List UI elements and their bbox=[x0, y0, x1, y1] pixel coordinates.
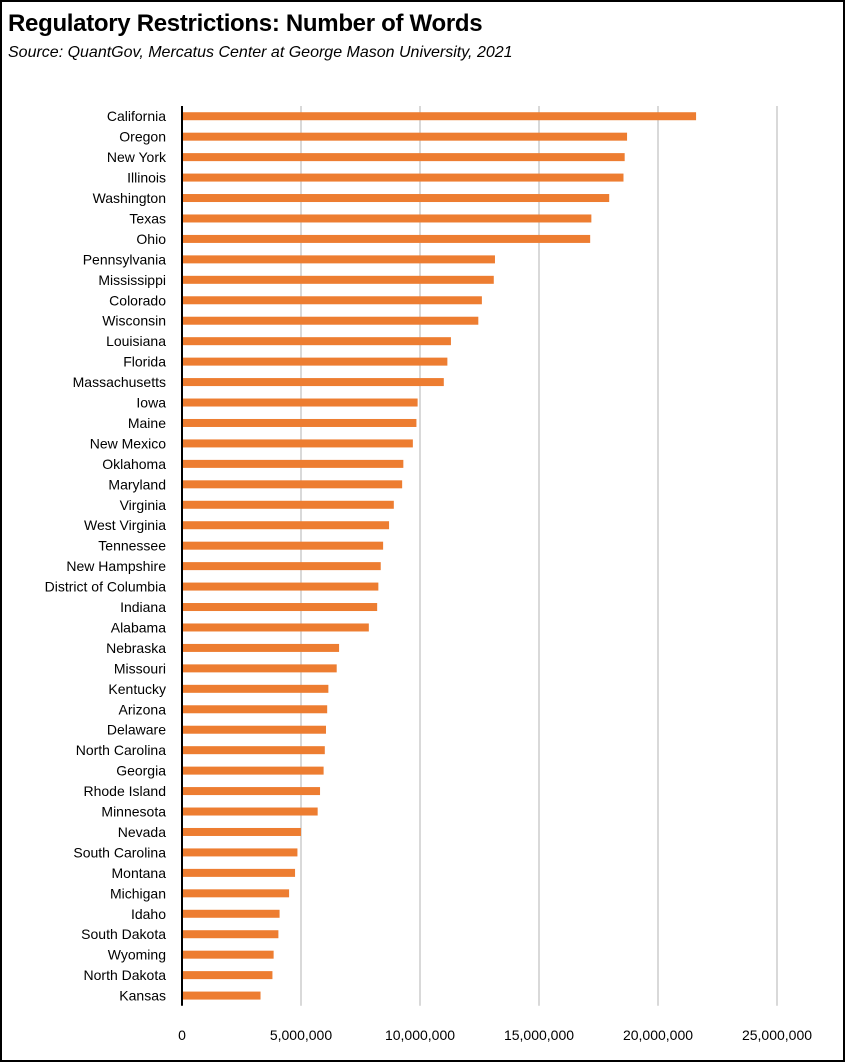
bar bbox=[182, 827, 301, 836]
category-label: South Dakota bbox=[81, 926, 166, 942]
bar bbox=[182, 562, 381, 571]
chart-subtitle: Source: QuantGov, Mercatus Center at Geo… bbox=[8, 44, 513, 61]
category-label: Arizona bbox=[119, 701, 167, 717]
category-label: Rhode Island bbox=[83, 783, 166, 799]
bar bbox=[182, 930, 279, 939]
category-label: North Carolina bbox=[76, 742, 166, 758]
category-label: Massachusetts bbox=[73, 374, 166, 390]
bar bbox=[182, 725, 326, 734]
bar bbox=[182, 337, 451, 346]
bar bbox=[182, 991, 261, 1000]
bar bbox=[182, 746, 325, 755]
x-tick-label: 0 bbox=[178, 1027, 186, 1043]
bar bbox=[182, 909, 280, 918]
bar bbox=[182, 889, 290, 898]
category-label: Missouri bbox=[114, 660, 166, 676]
bar bbox=[182, 112, 697, 121]
bar bbox=[182, 541, 384, 550]
bar bbox=[182, 807, 318, 816]
category-label: New Mexico bbox=[90, 435, 166, 451]
bar bbox=[182, 194, 610, 203]
category-label: Nevada bbox=[118, 824, 166, 840]
category-label: Virginia bbox=[120, 497, 167, 513]
category-label: South Carolina bbox=[73, 844, 166, 860]
category-label: Montana bbox=[112, 865, 167, 881]
category-label: Kentucky bbox=[108, 681, 166, 697]
category-label: Georgia bbox=[116, 763, 166, 779]
category-label: Tennessee bbox=[98, 538, 166, 554]
bar bbox=[182, 418, 417, 427]
bar bbox=[182, 521, 390, 530]
category-label: District of Columbia bbox=[45, 579, 167, 595]
bar bbox=[182, 766, 324, 775]
category-label: Maryland bbox=[108, 476, 166, 492]
x-tick-label: 10,000,000 bbox=[385, 1027, 455, 1043]
category-label: Idaho bbox=[131, 906, 166, 922]
category-label: New York bbox=[107, 149, 167, 165]
bar bbox=[182, 582, 379, 591]
bar bbox=[182, 296, 482, 305]
category-label: Alabama bbox=[111, 619, 166, 635]
category-label: Indiana bbox=[120, 599, 166, 615]
bar bbox=[182, 971, 273, 980]
category-label: Colorado bbox=[109, 292, 166, 308]
bar bbox=[182, 153, 625, 162]
category-label: Delaware bbox=[107, 722, 166, 738]
category-label: Minnesota bbox=[101, 804, 166, 820]
bar bbox=[182, 234, 591, 243]
category-label: Wyoming bbox=[108, 947, 166, 963]
bar bbox=[182, 173, 624, 182]
category-label: Oregon bbox=[119, 129, 166, 145]
category-label: Illinois bbox=[127, 170, 166, 186]
category-label: West Virginia bbox=[84, 517, 166, 533]
category-label: Washington bbox=[93, 190, 166, 206]
category-label: Nebraska bbox=[106, 640, 166, 656]
bar bbox=[182, 275, 494, 284]
bar bbox=[182, 848, 298, 857]
x-tick-label: 5,000,000 bbox=[270, 1027, 332, 1043]
bar bbox=[182, 868, 296, 877]
category-label: Kansas bbox=[119, 988, 166, 1004]
bar bbox=[182, 398, 418, 407]
bar bbox=[182, 132, 628, 141]
bar bbox=[182, 623, 369, 632]
category-label: Ohio bbox=[136, 231, 166, 247]
category-label: Maine bbox=[128, 415, 166, 431]
x-tick-label: 20,000,000 bbox=[623, 1027, 693, 1043]
category-label: Michigan bbox=[110, 885, 166, 901]
bar bbox=[182, 684, 329, 693]
bar bbox=[182, 357, 448, 366]
bar bbox=[182, 214, 592, 223]
bar bbox=[182, 643, 340, 652]
bar bbox=[182, 950, 274, 959]
bar bbox=[182, 705, 328, 714]
bar bbox=[182, 664, 337, 673]
x-tick-label: 15,000,000 bbox=[504, 1027, 574, 1043]
bar bbox=[182, 500, 394, 509]
category-label: North Dakota bbox=[84, 967, 167, 983]
category-label: New Hampshire bbox=[66, 558, 166, 574]
bar bbox=[182, 603, 378, 612]
chart-title: Regulatory Restrictions: Number of Words bbox=[8, 10, 483, 37]
x-tick-label: 25,000,000 bbox=[742, 1027, 812, 1043]
category-label: Oklahoma bbox=[102, 456, 166, 472]
bar bbox=[182, 459, 404, 468]
category-label: Mississippi bbox=[98, 272, 166, 288]
category-label: Florida bbox=[123, 354, 166, 370]
category-label: California bbox=[107, 108, 166, 124]
bar bbox=[182, 439, 413, 448]
category-label: Pennsylvania bbox=[83, 251, 166, 267]
bar bbox=[182, 787, 321, 796]
bar bbox=[182, 316, 479, 325]
bar bbox=[182, 480, 403, 489]
bar bbox=[182, 255, 495, 264]
category-label: Wisconsin bbox=[102, 313, 166, 329]
category-label: Texas bbox=[129, 210, 166, 226]
category-label: Louisiana bbox=[106, 333, 166, 349]
category-label: Iowa bbox=[136, 395, 166, 411]
bar bbox=[182, 378, 444, 387]
